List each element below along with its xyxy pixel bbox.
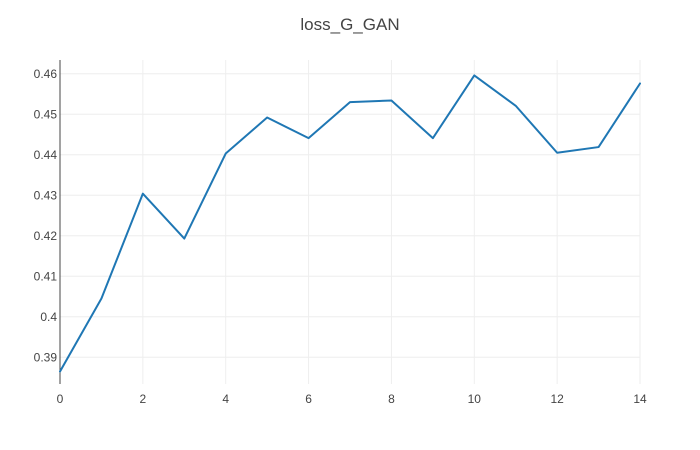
y-tick-label: 0.45 xyxy=(34,107,58,121)
y-tick-label: 0.41 xyxy=(34,269,58,283)
y-tick-label: 0.42 xyxy=(34,229,58,243)
tick-label-layer: 0 2 4 6 8 10 12 14 0.39 0.4 0.41 0.42 0.43 0.44 0.45 0.… xyxy=(34,67,647,406)
series-line xyxy=(59,74,641,373)
x-tick-label: 10 xyxy=(468,392,482,406)
x-tick-label: 6 xyxy=(305,392,312,406)
x-tick-label: 14 xyxy=(633,392,647,406)
y-tick-label: 0.44 xyxy=(34,148,58,162)
x-tick-label: 4 xyxy=(222,392,229,406)
x-tick-label: 2 xyxy=(140,392,147,406)
y-tick-label: 0.4 xyxy=(40,310,57,324)
chart-title: loss_G_GAN xyxy=(300,15,399,34)
grid-layer xyxy=(60,60,641,384)
x-tick-label: 0 xyxy=(57,392,64,406)
y-tick-label: 0.39 xyxy=(34,350,58,364)
y-tick-label: 0.43 xyxy=(34,188,58,202)
y-tick-label: 0.46 xyxy=(34,67,58,81)
x-tick-label: 12 xyxy=(550,392,564,406)
series-layer xyxy=(59,74,641,373)
x-tick-label: 8 xyxy=(388,392,395,406)
